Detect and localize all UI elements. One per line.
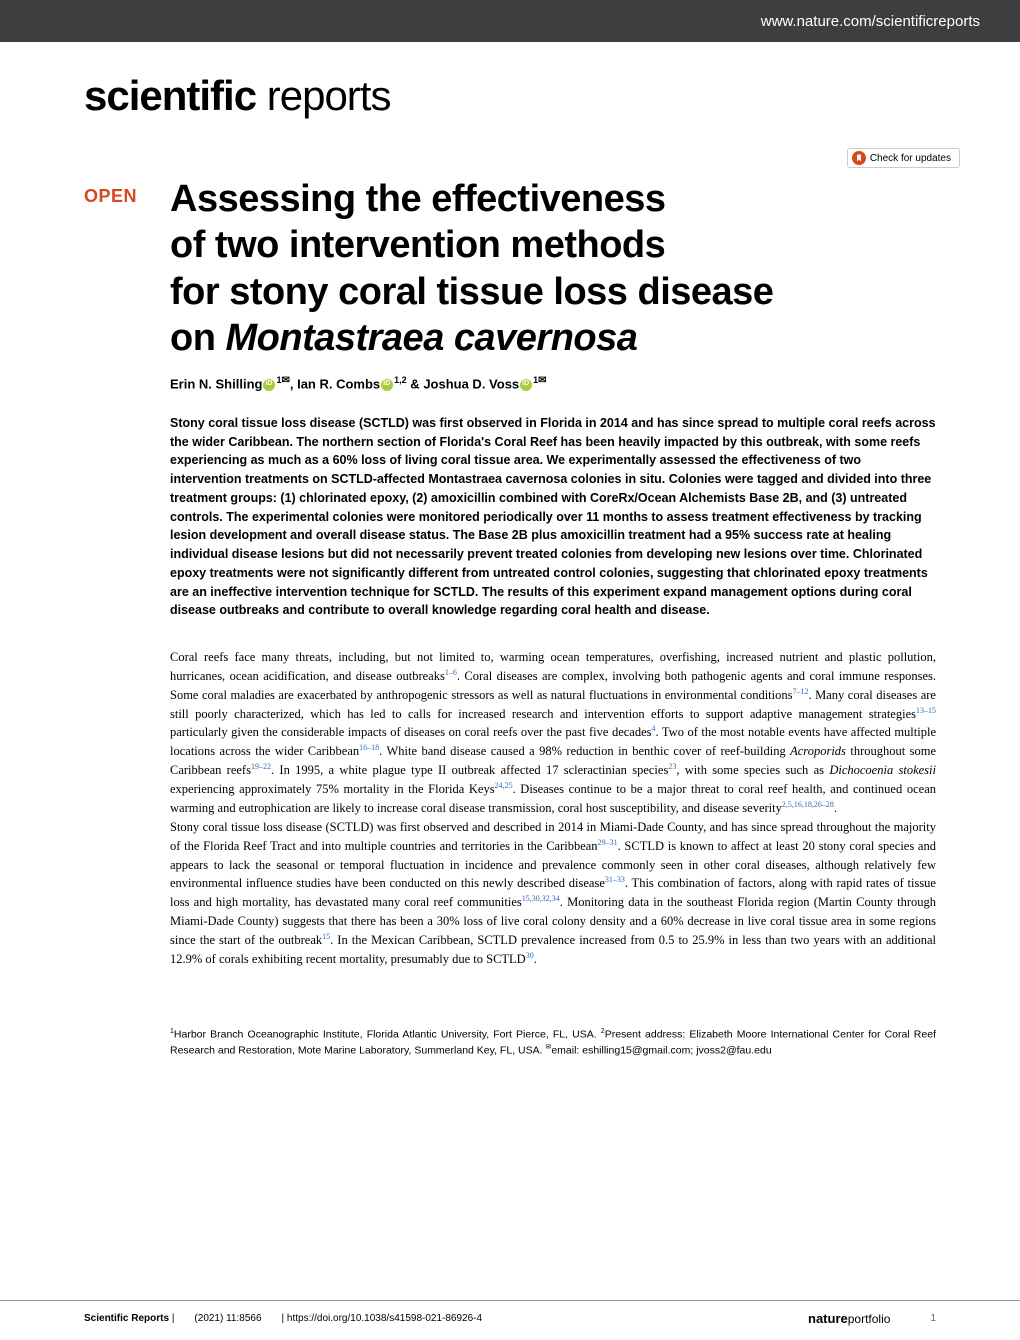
citation-link[interactable]: 1–6 (445, 668, 457, 677)
body-text-span: . White band disease caused a 98% reduct… (379, 745, 790, 759)
check-updates-wrap: Check for updates (0, 148, 1020, 168)
affil-text-1: Harbor Branch Oceanographic Institute, F… (174, 1028, 601, 1040)
page-footer: Scientific Reports | (2021) 11:8566 | ht… (0, 1300, 1020, 1340)
journal-url[interactable]: www.nature.com/scientificreports (761, 13, 980, 30)
bookmark-icon (852, 151, 866, 165)
body-text-span: . In 1995, a white plague type II outbre… (271, 763, 668, 777)
title-line-1: Assessing the effectiveness (170, 178, 666, 220)
orcid-icon[interactable] (263, 379, 275, 391)
body-text-span: experiencing approximately 75% mortality… (170, 782, 495, 796)
footer-citation: (2021) 11:8566 (194, 1313, 261, 1324)
author-list: Erin N. Shilling1✉, Ian R. Combs1,2 & Jo… (170, 375, 936, 391)
footer-doi[interactable]: https://doi.org/10.1038/s41598-021-86926… (287, 1313, 482, 1324)
logo-bold: scientific (84, 72, 256, 119)
title-line-3: for stony coral tissue loss disease (170, 271, 773, 313)
citation-link[interactable]: 15,30,32,34 (522, 894, 560, 903)
body-text-span: . (534, 952, 537, 966)
citation-link[interactable]: 2,5,16,18,26–28 (782, 800, 834, 809)
italic-species: Dichocoenia stokesii (829, 763, 936, 777)
check-updates-button[interactable]: Check for updates (847, 148, 960, 168)
body-text-span: particularly given the considerable impa… (170, 726, 652, 740)
italic-species: Acroporids (790, 745, 846, 759)
author-2-affil: 1,2 (394, 375, 407, 385)
citation-link[interactable]: 31–33 (605, 875, 625, 884)
top-bar: www.nature.com/scientificreports (0, 0, 1020, 42)
citation-link[interactable]: 13–15 (916, 706, 936, 715)
check-updates-label: Check for updates (870, 153, 951, 164)
orcid-icon[interactable] (381, 379, 393, 391)
publisher-light: portfolio (848, 1312, 891, 1326)
citation-link[interactable]: 16–18 (359, 743, 379, 752)
logo-light: reports (256, 72, 390, 119)
body-text-span: . (834, 801, 837, 815)
author-1[interactable]: Erin N. Shilling (170, 377, 262, 392)
corresponding-icon: ✉ (281, 375, 289, 386)
citation-link[interactable]: 30 (526, 951, 534, 960)
citation-link[interactable]: 7–12 (792, 687, 808, 696)
abstract: Stony coral tissue loss disease (SCTLD) … (170, 414, 936, 620)
footer-sep: | (172, 1313, 175, 1324)
publisher-logo: natureportfolio (808, 1311, 890, 1326)
open-access-label: OPEN (84, 186, 137, 207)
footer-right: natureportfolio 1 (808, 1311, 936, 1326)
publisher-bold: nature (808, 1311, 848, 1326)
citation-link[interactable]: 19–22 (251, 762, 271, 771)
footer-citation-block: Scientific Reports | (84, 1313, 174, 1324)
article-title: Assessing the effectiveness of two inter… (170, 176, 936, 361)
footer-sep: | (282, 1313, 285, 1324)
title-line-4-em: Montastraea cavernosa (225, 317, 637, 359)
page-number: 1 (930, 1313, 936, 1324)
journal-logo: scientific reports (0, 42, 1020, 130)
body-paragraph-1: Coral reefs face many threats, including… (170, 648, 936, 818)
affil-emails[interactable]: email: eshilling15@gmail.com; jvoss2@fau… (551, 1044, 771, 1056)
citation-link[interactable]: 15 (322, 932, 330, 941)
title-line-2: of two intervention methods (170, 224, 665, 266)
title-line-4-pre: on (170, 317, 225, 359)
citation-link[interactable]: 29–31 (598, 838, 618, 847)
author-3[interactable]: Joshua D. Voss (423, 377, 519, 392)
body-paragraph-2: Stony coral tissue loss disease (SCTLD) … (170, 818, 936, 969)
article-container: OPEN Assessing the effectiveness of two … (0, 176, 1020, 1058)
affiliations: 1Harbor Branch Oceanographic Institute, … (170, 1027, 936, 1058)
corresponding-icon: ✉ (538, 375, 546, 386)
citation-link[interactable]: 24,25 (495, 781, 513, 790)
footer-left: Scientific Reports | (2021) 11:8566 | ht… (84, 1313, 482, 1324)
footer-journal: Scientific Reports (84, 1313, 169, 1324)
author-2[interactable]: Ian R. Combs (297, 377, 380, 392)
body-text-span: , with some species such as (676, 763, 829, 777)
orcid-icon[interactable] (520, 379, 532, 391)
footer-doi-block: | https://doi.org/10.1038/s41598-021-869… (282, 1313, 483, 1324)
